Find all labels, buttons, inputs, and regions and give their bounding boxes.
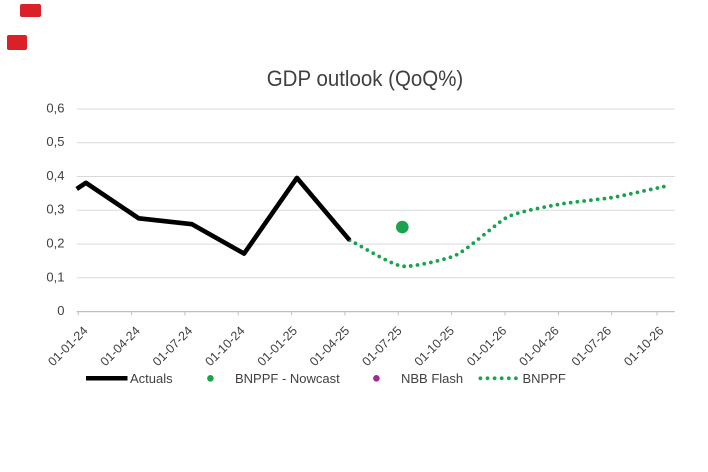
svg-text:01-01-26: 01-01-26 xyxy=(464,324,509,369)
svg-text:0,4: 0,4 xyxy=(46,168,64,183)
svg-text:BNPPF - Nowcast: BNPPF - Nowcast xyxy=(235,371,340,386)
svg-text:01-01-25: 01-01-25 xyxy=(255,324,300,369)
svg-text:01-04-25: 01-04-25 xyxy=(307,324,352,369)
svg-text:0,5: 0,5 xyxy=(46,134,64,149)
svg-text:NBB Flash: NBB Flash xyxy=(401,371,463,386)
svg-text:01-10-25: 01-10-25 xyxy=(412,324,457,369)
svg-text:01-07-24: 01-07-24 xyxy=(150,324,195,369)
svg-text:0,1: 0,1 xyxy=(46,269,64,284)
svg-text:BNPPF: BNPPF xyxy=(523,371,566,386)
svg-text:01-10-26: 01-10-26 xyxy=(621,324,666,369)
svg-text:0,2: 0,2 xyxy=(46,236,64,251)
svg-text:0: 0 xyxy=(57,303,64,318)
svg-text:01-04-24: 01-04-24 xyxy=(98,324,143,369)
svg-text:GDP outlook (QoQ%): GDP outlook (QoQ%) xyxy=(267,66,464,91)
svg-text:01-01-24: 01-01-24 xyxy=(45,324,90,369)
svg-text:01-07-26: 01-07-26 xyxy=(569,324,614,369)
svg-text:01-07-25: 01-07-25 xyxy=(359,324,404,369)
svg-text:01-04-26: 01-04-26 xyxy=(517,324,562,369)
svg-text:0,6: 0,6 xyxy=(46,100,64,115)
svg-text:01-10-24: 01-10-24 xyxy=(202,324,247,369)
svg-text:0,3: 0,3 xyxy=(46,202,64,217)
svg-text:Actuals: Actuals xyxy=(130,371,173,386)
